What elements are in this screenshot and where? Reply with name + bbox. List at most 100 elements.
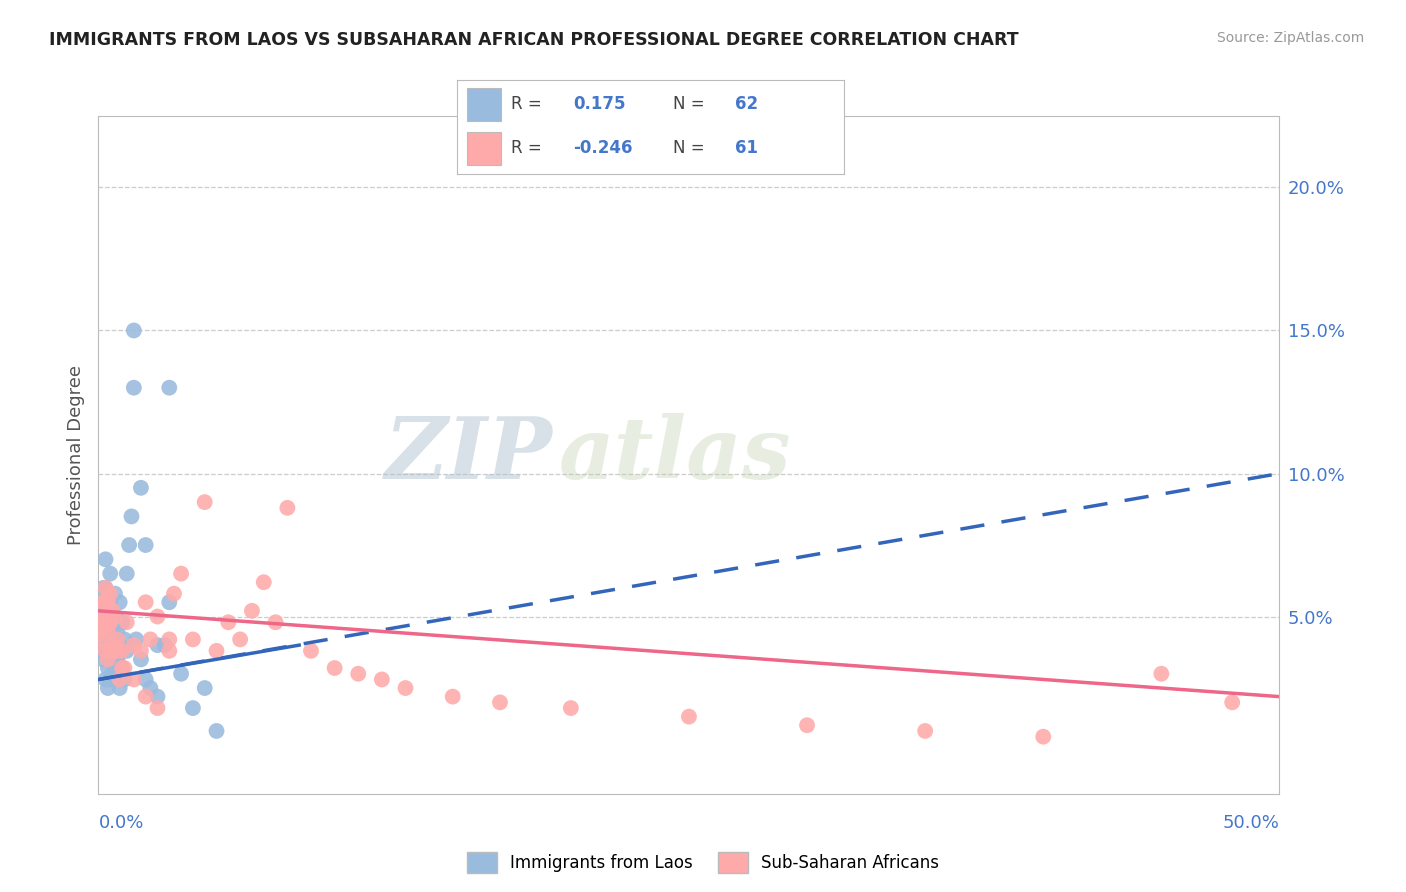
Point <box>105 652 128 666</box>
Point <box>170 566 193 581</box>
Point <box>115 615 138 630</box>
Point <box>441 690 464 704</box>
Point <box>97 624 120 638</box>
Point <box>323 661 346 675</box>
Point <box>91 581 114 595</box>
Text: IMMIGRANTS FROM LAOS VS SUBSAHARAN AFRICAN PROFESSIONAL DEGREE CORRELATION CHART: IMMIGRANTS FROM LAOS VS SUBSAHARAN AFRIC… <box>49 31 1019 49</box>
Point <box>105 632 128 647</box>
Point <box>104 609 127 624</box>
Point <box>91 632 114 647</box>
Point <box>94 595 117 609</box>
Point <box>1150 666 1173 681</box>
Point <box>94 644 117 658</box>
Point <box>98 615 121 630</box>
Point <box>111 615 134 630</box>
Point <box>129 652 152 666</box>
Point <box>91 652 114 666</box>
Point <box>105 652 128 666</box>
Point <box>153 638 176 652</box>
Point <box>253 575 276 590</box>
Text: 0.175: 0.175 <box>574 95 626 113</box>
Point <box>97 661 120 675</box>
Point <box>98 673 121 687</box>
Point <box>157 381 180 395</box>
Point <box>105 624 128 638</box>
Point <box>94 673 117 687</box>
Point <box>163 587 186 601</box>
Point <box>90 609 112 624</box>
Point <box>205 644 228 658</box>
Text: 61: 61 <box>735 139 758 157</box>
Point <box>98 587 121 601</box>
Text: 50.0%: 50.0% <box>1223 814 1279 832</box>
Point <box>101 615 124 630</box>
Point <box>111 661 134 675</box>
Point <box>94 552 117 566</box>
Point <box>1032 730 1054 744</box>
Point <box>146 690 169 704</box>
Text: 62: 62 <box>735 95 758 113</box>
Point <box>299 644 322 658</box>
Point <box>135 538 157 552</box>
Point <box>135 673 157 687</box>
Point <box>98 566 121 581</box>
Point <box>135 690 157 704</box>
Point <box>194 681 217 695</box>
Point <box>91 595 114 609</box>
Point <box>129 644 152 658</box>
Point <box>104 644 127 658</box>
Point <box>240 604 263 618</box>
FancyBboxPatch shape <box>467 87 502 120</box>
Point <box>122 673 145 687</box>
Point <box>112 632 135 647</box>
Text: atlas: atlas <box>560 413 792 497</box>
Point <box>105 644 128 658</box>
Point <box>94 615 117 630</box>
Point <box>90 595 112 609</box>
Point <box>122 324 145 338</box>
Point <box>98 652 121 666</box>
Point <box>115 566 138 581</box>
Point <box>146 609 169 624</box>
Point <box>97 595 120 609</box>
Point <box>91 624 114 638</box>
Point <box>157 644 180 658</box>
FancyBboxPatch shape <box>467 132 502 164</box>
Point <box>111 644 134 658</box>
Point <box>264 615 287 630</box>
Point <box>678 709 700 723</box>
Point <box>181 632 204 647</box>
Point <box>91 604 114 618</box>
Point <box>108 681 131 695</box>
Point <box>98 624 121 638</box>
Point <box>101 604 124 618</box>
Point <box>97 595 120 609</box>
Point <box>1220 695 1243 709</box>
Point <box>97 638 120 652</box>
Point <box>229 632 252 647</box>
Text: ZIP: ZIP <box>385 413 553 497</box>
Point <box>394 681 416 695</box>
Point <box>97 652 120 666</box>
Text: N =: N = <box>673 95 704 113</box>
Point <box>94 615 117 630</box>
Point <box>108 638 131 652</box>
Point <box>97 681 120 695</box>
Point <box>98 615 121 630</box>
Point <box>101 644 124 658</box>
Point <box>90 644 112 658</box>
Point <box>108 595 131 609</box>
Point <box>94 581 117 595</box>
Point <box>139 632 162 647</box>
Point <box>121 509 143 524</box>
Point <box>122 381 145 395</box>
Point <box>94 644 117 658</box>
Text: Source: ZipAtlas.com: Source: ZipAtlas.com <box>1216 31 1364 45</box>
Point <box>146 638 169 652</box>
Point <box>489 695 512 709</box>
Point <box>108 673 131 687</box>
Point <box>112 673 135 687</box>
Point <box>101 666 124 681</box>
Legend: Immigrants from Laos, Sub-Saharan Africans: Immigrants from Laos, Sub-Saharan Africa… <box>460 846 946 880</box>
Point <box>115 644 138 658</box>
